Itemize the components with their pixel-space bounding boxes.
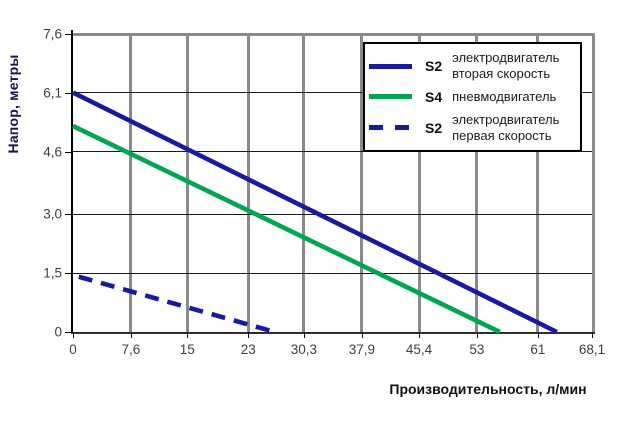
x-axis-tick xyxy=(592,332,593,338)
gridlines xyxy=(71,30,595,334)
x-axis-tick xyxy=(361,332,363,338)
x-tick-labels: 0 7,6 15 23 30,3 37,9 45,4 53 61 68,1 xyxy=(69,33,605,357)
x-axis-tick xyxy=(303,332,305,338)
vertical-gridline xyxy=(475,33,479,332)
plot-top-border xyxy=(73,33,595,36)
y-tick-label: 6,1 xyxy=(43,85,62,101)
y-axis-title: Напор, метры xyxy=(5,54,21,154)
x-axis-tick xyxy=(187,332,189,338)
y-tick-label: 0 xyxy=(54,324,62,340)
series-line-s2-first-speed xyxy=(72,272,276,335)
y-axis-tick xyxy=(65,92,71,94)
y-axis-tick xyxy=(65,33,71,35)
horizontal-gridline xyxy=(73,151,592,152)
x-axis-tick xyxy=(130,332,132,338)
legend-label-line: первая скорость xyxy=(452,127,552,143)
series-lines xyxy=(71,90,558,335)
x-tick-label: 7,6 xyxy=(121,342,141,357)
legend-label-line: электродвигатель xyxy=(452,50,560,66)
y-axis-tick xyxy=(65,273,71,275)
legend-line-sample-solid-green xyxy=(369,94,412,100)
legend-series-code: S2 xyxy=(425,58,443,75)
legend-line-sample-solid-blue xyxy=(369,63,412,69)
legend-label-line: электродвигатель xyxy=(452,111,560,127)
x-tick-label: 53 xyxy=(469,342,485,357)
vertical-gridline xyxy=(536,33,540,332)
legend-series-code: S2 xyxy=(425,119,443,136)
series-line-s4-pneumatic xyxy=(72,123,501,335)
legend-line-sample-dashed-blue xyxy=(369,125,412,131)
series-line-s2-second-speed xyxy=(71,90,558,335)
legend: S2 электродвигатель вторая скорость S4 п… xyxy=(363,42,582,152)
x-axis-tick xyxy=(73,332,74,338)
vertical-gridline xyxy=(246,33,250,332)
legend-label-line: пневмодвигатель xyxy=(452,88,557,104)
x-axis-title: Производительность, л/мин xyxy=(389,381,587,397)
y-axis-tick xyxy=(65,332,71,333)
x-axis-tick xyxy=(248,332,250,338)
y-axis-line xyxy=(71,30,73,334)
x-tick-label: 23 xyxy=(240,342,256,357)
legend-item: S2 электродвигатель первая скорость xyxy=(369,112,578,144)
x-tick-label: 37,9 xyxy=(348,342,375,357)
x-tick-label: 68,1 xyxy=(578,342,606,357)
legend-item: S4 пневмодвигатель xyxy=(369,89,578,105)
y-tick-label: 4,6 xyxy=(43,144,62,159)
y-axis-tick xyxy=(65,151,71,153)
plot-right-border xyxy=(592,33,595,332)
vertical-gridline xyxy=(302,33,306,332)
legend-item: S2 электродвигатель вторая скорость xyxy=(369,50,578,82)
vertical-gridline xyxy=(417,33,421,332)
legend-series-label: пневмодвигатель xyxy=(452,89,556,105)
x-tick-label: 45,4 xyxy=(405,342,433,357)
legend-series-label: электродвигатель первая скорость xyxy=(452,112,559,144)
x-tick-label: 0 xyxy=(69,342,77,357)
y-tick-label: 7,6 xyxy=(43,26,62,42)
horizontal-gridline xyxy=(73,92,592,94)
y-axis-tick xyxy=(65,214,71,216)
legend-label-line: вторая скорость xyxy=(452,66,551,82)
y-tick-label: 1,5 xyxy=(43,265,62,281)
x-tick-label: 61 xyxy=(530,342,546,357)
legend-series-label: электродвигатель вторая скорость xyxy=(452,50,559,82)
x-tick-label: 15 xyxy=(179,342,195,357)
x-axis-tick xyxy=(476,332,478,338)
x-axis-tick xyxy=(419,332,420,338)
y-tick-label: 3,0 xyxy=(43,206,62,222)
x-axis-line xyxy=(71,332,595,334)
vertical-gridline xyxy=(360,33,364,332)
horizontal-gridline xyxy=(73,213,592,215)
plot-area: 0 7,6 15 23 30,3 37,9 45,4 53 61 68,1 0 1,5 3,0 4,6 6… xyxy=(43,26,605,357)
horizontal-gridline xyxy=(73,272,592,274)
x-axis-tick xyxy=(537,332,539,338)
x-tick-label: 30,3 xyxy=(290,342,318,357)
vertical-gridline xyxy=(129,33,133,332)
legend-series-code: S4 xyxy=(425,88,443,105)
y-tick-labels: 0 1,5 3,0 4,6 6,1 7,6 xyxy=(43,26,592,339)
axis-ticks xyxy=(65,33,593,338)
